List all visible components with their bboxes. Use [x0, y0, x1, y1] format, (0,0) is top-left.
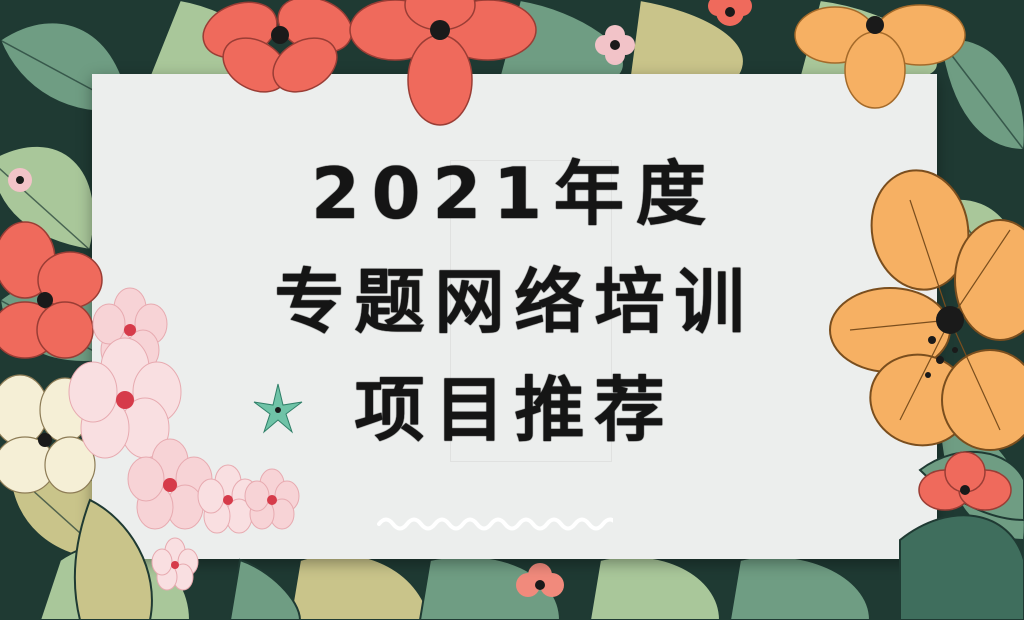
- small-red-flower: [708, 0, 752, 26]
- small-pink-flower: [595, 25, 635, 65]
- title-line-recommend: 项目推荐: [354, 369, 675, 451]
- small-red-flower: [8, 168, 32, 192]
- wave-divider: [377, 517, 613, 531]
- title-line-year: 2021年度: [311, 153, 718, 235]
- page-title: 2021年度 专题网络培训 项目推荐: [92, 140, 937, 464]
- title-line-topic: 专题网络培训: [274, 261, 755, 343]
- faint-frame: [450, 160, 612, 462]
- small-red-flower: [516, 563, 564, 597]
